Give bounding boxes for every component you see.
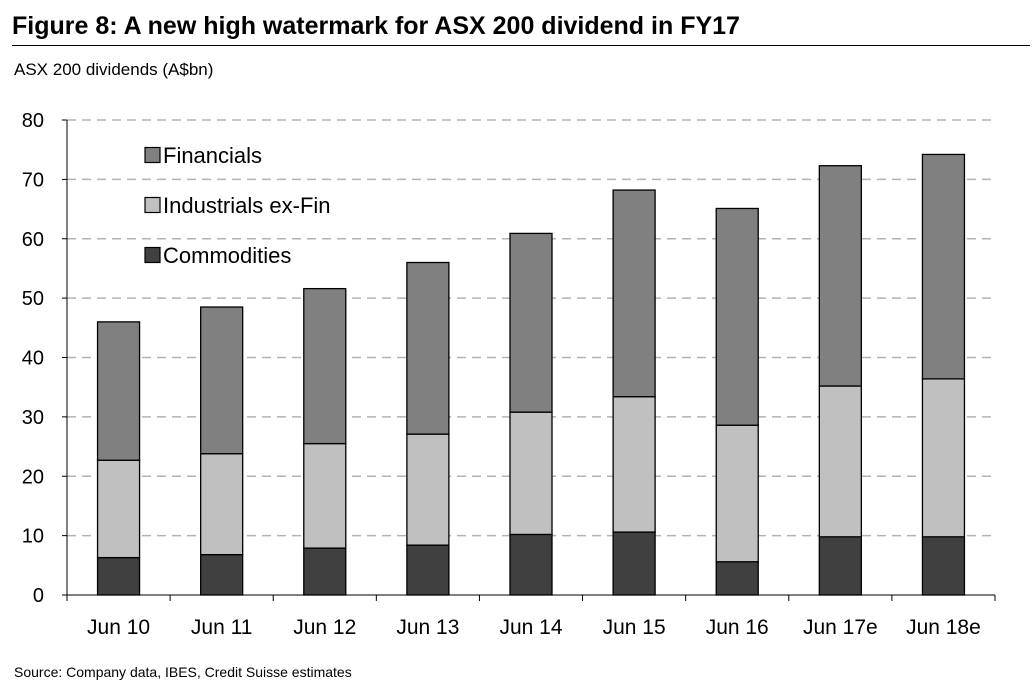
legend-swatch-commodities: [144, 246, 161, 264]
x-tick-label: Jun 17e: [803, 616, 878, 639]
axes: 0 10 20 30 40 50 60 70 80 Jun 10 Jun 11 Jun 12 Jun 1…: [22, 110, 996, 639]
bar-financials: [509, 232, 553, 413]
bar-financials: [612, 189, 656, 398]
x-tick-label: Jun 15: [603, 616, 666, 639]
x-tick-label: Jun 11: [191, 616, 253, 639]
bar-financials: [715, 207, 759, 426]
bar-commodities: [303, 547, 347, 596]
y-tick-label: 40: [22, 348, 44, 370]
x-tick-label: Jun 12: [293, 616, 356, 639]
x-tick-label: Jun 10: [87, 616, 150, 639]
legend-label-industrials-ex-fin: Industrials ex-Fin: [163, 193, 331, 218]
y-tick-label: 0: [33, 585, 44, 607]
y-tick-label: 80: [22, 110, 44, 132]
x-tick-label: Jun 16: [706, 616, 769, 639]
x-tick-label: Jun 13: [396, 616, 459, 639]
y-tick-label: 10: [22, 526, 44, 548]
chart-subtitle: ASX 200 dividends (A$bn): [14, 60, 214, 79]
bar-industrials-ex-fin: [921, 378, 966, 538]
bar-commodities: [612, 531, 656, 596]
title-divider: [12, 45, 1030, 46]
figure-title: Figure 8: A new high watermark for ASX 2…: [12, 12, 740, 40]
bar-commodities: [406, 544, 450, 596]
bar-commodities: [921, 536, 966, 596]
bar-industrials-ex-fin: [406, 433, 450, 546]
legend-swatch-industrials-ex-fin: [144, 196, 161, 214]
x-tick-label: Jun 18e: [906, 616, 981, 639]
x-tick-label: Jun 14: [499, 616, 562, 639]
bar-industrials-ex-fin: [200, 453, 244, 556]
y-tick-label: 20: [22, 466, 44, 488]
bar-industrials-ex-fin: [96, 459, 141, 559]
bar-financials: [303, 287, 347, 445]
bar-financials: [200, 306, 244, 455]
bar-industrials-ex-fin: [303, 442, 347, 549]
legend: Financials Industrials ex-Fin Commodities: [144, 143, 331, 268]
bar-industrials-ex-fin: [509, 411, 553, 536]
bar-financials: [921, 153, 966, 380]
bar-commodities: [818, 536, 862, 596]
bar-financials: [818, 165, 862, 387]
bar-industrials-ex-fin: [612, 396, 656, 533]
y-tick-label: 50: [22, 288, 44, 310]
bars: [96, 153, 966, 596]
legend-swatch-financials: [144, 146, 161, 164]
bar-commodities: [200, 553, 244, 596]
bar-commodities: [509, 533, 553, 596]
y-tick-label: 30: [22, 407, 44, 429]
y-tick-label: 60: [22, 229, 44, 251]
legend-label-commodities: Commodities: [163, 243, 291, 268]
bar-financials: [406, 261, 450, 435]
bar-commodities: [715, 561, 759, 596]
y-tick-label: 70: [22, 169, 44, 191]
bar-industrials-ex-fin: [715, 424, 759, 563]
source-note: Source: Company data, IBES, Credit Suiss…: [14, 664, 352, 680]
bar-commodities: [96, 556, 141, 596]
bar-industrials-ex-fin: [818, 385, 862, 538]
bar-financials: [96, 321, 141, 461]
legend-label-financials: Financials: [163, 143, 262, 168]
